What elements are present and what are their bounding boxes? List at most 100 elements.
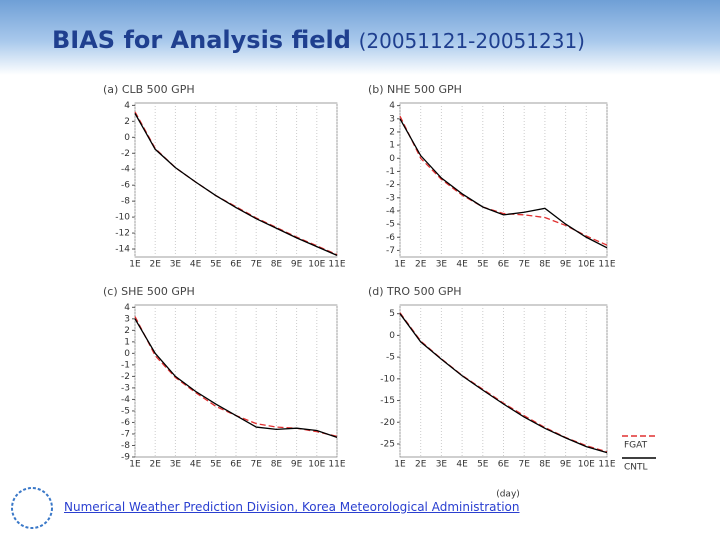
series-line — [134, 316, 338, 437]
x-tick-label: 2E — [149, 460, 161, 470]
y-tick-label: -12 — [115, 229, 130, 239]
y-tick-label: 2 — [124, 117, 130, 127]
legend-label: CNTL — [624, 463, 648, 473]
panel-title: (a) CLB 500 GPH — [103, 83, 195, 96]
series-line — [399, 313, 608, 454]
y-tick-label: -6 — [386, 233, 395, 243]
y-tick-label: 3 — [389, 114, 395, 124]
x-tick-label: 8E — [539, 460, 551, 470]
x-tick-label: 9E — [560, 460, 572, 470]
series-line — [399, 118, 608, 249]
y-tick-label: 0 — [389, 331, 395, 341]
x-tick-label: 10E — [308, 260, 325, 270]
x-tick-label: 6E — [498, 260, 510, 270]
y-tick-label: -2 — [121, 372, 130, 382]
y-tick-label: -3 — [386, 193, 395, 203]
y-tick-label: 4 — [389, 101, 395, 111]
x-tick-label: 9E — [291, 460, 303, 470]
x-tick-label: 3E — [170, 460, 182, 470]
y-tick-label: -15 — [380, 396, 395, 406]
y-tick-label: 0 — [389, 154, 395, 164]
x-tick-label: 3E — [170, 260, 182, 270]
y-tick-label: -20 — [380, 418, 395, 428]
x-tick-label: 7E — [518, 460, 530, 470]
title-main: BIAS for Analysis field — [52, 26, 351, 54]
y-tick-label: -6 — [121, 418, 130, 428]
x-tick-label: 10E — [578, 460, 595, 470]
y-tick-label: 5 — [389, 309, 395, 319]
x-tick-label: 7E — [250, 260, 262, 270]
slide-title: BIAS for Analysis field (20051121-200512… — [52, 26, 585, 54]
x-tick-label: 4E — [456, 460, 468, 470]
x-tick-label: 5E — [210, 260, 222, 270]
x-tick-label: 11E — [328, 460, 345, 470]
plot-frame — [399, 102, 608, 258]
x-tick-label: 5E — [477, 260, 489, 270]
series-line — [399, 115, 608, 246]
y-tick-label: 1 — [124, 337, 130, 347]
y-tick-label: -14 — [115, 245, 130, 255]
x-tick-label: 8E — [271, 460, 283, 470]
y-tick-label: -2 — [121, 149, 130, 159]
x-tick-label: 2E — [415, 260, 427, 270]
y-tick-label: 3 — [124, 314, 130, 324]
y-tick-label: -7 — [121, 429, 130, 439]
y-tick-label: -5 — [121, 406, 130, 416]
y-tick-label: -1 — [386, 167, 395, 177]
x-tick-label: 6E — [230, 460, 242, 470]
footer: Numerical Weather Prediction Division, K… — [64, 500, 520, 514]
y-tick-label: 4 — [124, 101, 130, 111]
x-tick-label: 8E — [271, 260, 283, 270]
x-axis-label: (day) — [496, 490, 520, 500]
header-background — [0, 0, 720, 75]
y-tick-label: 4 — [124, 303, 130, 313]
legend-label: FGAT — [624, 441, 648, 451]
y-tick-label: 0 — [124, 349, 130, 359]
x-tick-label: 8E — [539, 260, 551, 270]
x-tick-label: 3E — [436, 460, 448, 470]
x-tick-label: 5E — [477, 460, 489, 470]
x-tick-label: 6E — [498, 460, 510, 470]
panel-title: (b) NHE 500 GPH — [368, 83, 462, 96]
y-tick-label: -4 — [386, 206, 395, 216]
y-tick-label: 0 — [124, 133, 130, 143]
x-tick-label: 6E — [230, 260, 242, 270]
y-tick-label: -8 — [121, 197, 130, 207]
y-tick-label: -5 — [386, 353, 395, 363]
x-tick-label: 1E — [129, 460, 141, 470]
x-tick-label: 10E — [308, 460, 325, 470]
y-tick-label: -1 — [121, 360, 130, 370]
y-tick-label: 2 — [124, 326, 130, 336]
x-tick-label: 4E — [190, 260, 202, 270]
x-tick-label: 5E — [210, 460, 222, 470]
y-tick-label: -2 — [386, 180, 395, 190]
y-tick-label: -6 — [121, 181, 130, 191]
series-line — [399, 312, 608, 453]
y-tick-label: -5 — [386, 220, 395, 230]
x-tick-label: 4E — [190, 460, 202, 470]
x-tick-label: 7E — [250, 460, 262, 470]
x-tick-label: 1E — [129, 260, 141, 270]
x-tick-label: 7E — [518, 260, 530, 270]
x-tick-label: 1E — [394, 460, 406, 470]
y-tick-label: -4 — [121, 165, 130, 175]
x-tick-label: 1E — [394, 260, 406, 270]
x-tick-label: 2E — [415, 460, 427, 470]
panel-title: (d) TRO 500 GPH — [368, 285, 462, 298]
plot-frame — [134, 102, 338, 258]
x-tick-label: 9E — [560, 260, 572, 270]
x-tick-label: 11E — [598, 460, 615, 470]
x-tick-label: 11E — [598, 260, 615, 270]
y-tick-label: -8 — [121, 441, 130, 451]
y-tick-label: -9 — [121, 453, 130, 463]
x-tick-label: 2E — [149, 260, 161, 270]
series-line — [134, 318, 338, 439]
logo — [11, 487, 53, 529]
y-tick-label: -4 — [121, 395, 130, 405]
title-period: (20051121-20051231) — [358, 29, 585, 53]
y-tick-label: -7 — [386, 246, 395, 256]
panel-title: (c) SHE 500 GPH — [103, 285, 195, 298]
y-tick-label: -10 — [115, 213, 130, 223]
